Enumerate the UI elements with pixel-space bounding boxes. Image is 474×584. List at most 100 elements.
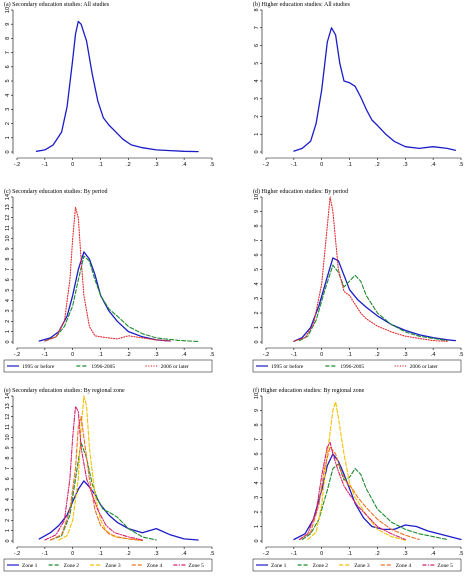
y-tick-label: 7	[254, 239, 260, 242]
x-tick-label: .2	[126, 352, 131, 358]
chart-title: (a) Secondary education studies: All stu…	[4, 1, 110, 8]
x-tick-label: .1	[347, 551, 352, 557]
y-tick-label: 9	[5, 23, 11, 26]
y-tick-label: 7	[254, 438, 260, 441]
y-tick-label: 6	[5, 65, 11, 68]
legend-box	[252, 359, 462, 373]
y-tick-label: 7	[5, 268, 11, 271]
y-tick-label: 11	[5, 225, 11, 231]
y-tick-label: 2	[5, 320, 11, 323]
y-tick-label: 7	[5, 51, 11, 54]
series-line-zone-4	[298, 446, 420, 541]
series-line-zone-2	[301, 463, 448, 541]
y-tick-label: 10	[5, 7, 11, 13]
y-tick-label: 4	[5, 94, 11, 97]
x-tick-label: .1	[347, 352, 352, 358]
x-tick-label: -.1	[291, 162, 297, 168]
y-tick-label: 3	[254, 97, 260, 100]
y-tick-label: 10	[5, 235, 11, 241]
legend-label: 2006 or later	[410, 364, 438, 370]
y-tick-label: 14	[5, 194, 11, 200]
x-tick-label: .3	[403, 162, 408, 168]
legend-box	[252, 558, 462, 572]
x-tick-label: -.2	[263, 162, 269, 168]
y-tick-label: 8	[254, 224, 260, 227]
y-tick-label: 7	[5, 467, 11, 470]
y-tick-label: 4	[254, 282, 260, 285]
y-tick-label: 2	[254, 510, 260, 513]
chart-panel-f: (f) Higher education studies: By regiona…	[252, 387, 463, 572]
legend-label: Zone 5	[437, 563, 453, 569]
series-line-all	[35, 20, 199, 153]
y-tick-label: 10	[5, 434, 11, 440]
x-tick-label: .2	[375, 551, 380, 557]
x-tick-label: -.2	[263, 551, 269, 557]
x-tick-label: -.2	[263, 352, 269, 358]
legend-label: Zone 1	[22, 563, 38, 569]
y-tick-label: 5	[254, 268, 260, 271]
y-tick-label: 6	[254, 253, 260, 256]
x-tick-label: .2	[126, 162, 131, 168]
y-tick-label: 12	[5, 215, 11, 221]
legend-label: Zone 4	[147, 563, 163, 569]
chart-title: (d) Higher education studies: By period	[253, 188, 348, 195]
y-tick-label: 6	[5, 477, 11, 480]
y-tick-label: 0	[5, 340, 11, 343]
y-tick-label: 3	[254, 297, 260, 300]
x-tick-label: .5	[210, 162, 215, 168]
legend-label: Zone 2	[313, 563, 329, 569]
chart-title: (c) Secondary education studies: By peri…	[4, 188, 107, 195]
series-line-zone-3	[58, 395, 143, 542]
y-tick-label: 12	[5, 414, 11, 420]
x-tick-label: .2	[375, 352, 380, 358]
chart-panel-b: (b) Higher education studies: All studie…	[253, 1, 463, 168]
legend-label: 1995 or before	[22, 363, 55, 370]
x-tick-label: .1	[98, 551, 103, 557]
y-tick-label: 0	[254, 150, 260, 153]
x-tick-label: .4	[431, 162, 436, 168]
y-tick-label: 0	[5, 539, 11, 542]
chart-panel-a: (a) Secondary education studies: All stu…	[4, 1, 214, 168]
x-tick-label: .5	[210, 352, 215, 358]
series-line-zone-4	[49, 416, 143, 542]
y-tick-label: 4	[254, 481, 260, 484]
x-tick-label: .4	[431, 352, 436, 358]
y-tick-label: 1	[254, 133, 260, 136]
x-tick-label: -.1	[42, 162, 48, 168]
series-line-zone-1	[38, 480, 199, 541]
x-tick-label: .5	[210, 551, 215, 557]
y-tick-label: 13	[5, 403, 11, 409]
series-line-1995-or-before	[293, 257, 457, 342]
y-tick-label: 0	[254, 539, 260, 542]
y-tick-label: 13	[5, 204, 11, 210]
y-tick-label: 1	[5, 330, 11, 333]
y-tick-label: 8	[254, 423, 260, 426]
y-tick-label: 4	[5, 299, 11, 302]
series-line-zone-3	[307, 401, 406, 541]
y-tick-label: 6	[254, 452, 260, 455]
x-tick-label: -.2	[14, 352, 20, 358]
chart-title: (e) Secondary education studies: By regi…	[4, 387, 125, 394]
legend-label: Zone 3	[105, 563, 121, 569]
y-tick-label: 8	[254, 8, 260, 11]
x-tick-label: -.2	[14, 551, 20, 557]
series-line-zone-5	[44, 405, 143, 541]
y-tick-label: 1	[254, 525, 260, 528]
x-tick-label: -.1	[42, 352, 48, 358]
x-tick-label: .4	[182, 551, 187, 557]
series-line-all	[293, 27, 457, 152]
y-tick-label: 1	[5, 529, 11, 532]
y-tick-label: 0	[5, 150, 11, 153]
y-tick-label: 14	[5, 393, 11, 399]
series-line-2006-or-later	[293, 196, 448, 342]
y-tick-label: 0	[254, 340, 260, 343]
legend-box	[3, 359, 213, 373]
y-tick-label: 2	[5, 122, 11, 125]
legend-label: Zone 3	[354, 563, 370, 569]
y-tick-label: 5	[5, 289, 11, 292]
x-tick-label: 0	[71, 551, 74, 557]
y-tick-label: 7	[254, 26, 260, 29]
x-tick-label: -.1	[42, 551, 48, 557]
y-tick-label: 2	[5, 519, 11, 522]
series-line-zone-1	[293, 453, 462, 541]
